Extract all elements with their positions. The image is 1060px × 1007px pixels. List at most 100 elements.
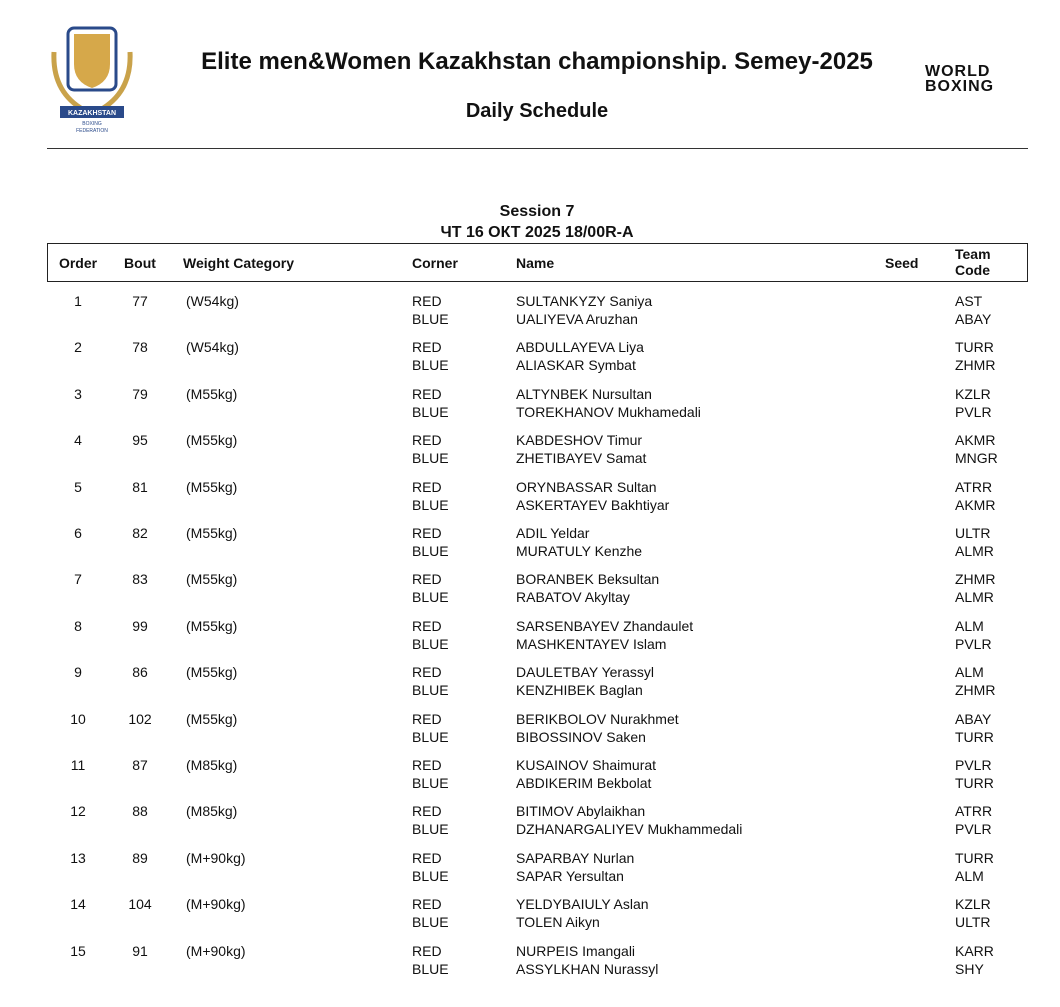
weight-category: (M55kg)	[186, 664, 238, 681]
weight-category: (M55kg)	[186, 478, 238, 495]
team-code: ATRR	[955, 478, 993, 495]
boxer-name: BIBOSSINOV Saken	[516, 728, 646, 745]
corner: RED	[412, 478, 442, 495]
corner: BLUE	[412, 914, 449, 931]
bout: 78	[132, 339, 148, 356]
team-code: TURR	[955, 775, 994, 791]
team-code: ATRR	[955, 803, 993, 820]
team-code: ALMR	[955, 543, 994, 559]
boxer-name: SAPARBAY Nurlan	[516, 849, 635, 866]
order: 5	[74, 478, 82, 495]
logo-text: BOXING	[925, 78, 995, 95]
session-date: ЧТ 16 ОКТ 2025 18/00R-A	[440, 224, 634, 241]
corner: BLUE	[412, 311, 449, 327]
column-header: Order	[58, 255, 98, 271]
corner: RED	[412, 664, 442, 681]
bout: 89	[132, 849, 148, 866]
column-header: Corner	[412, 255, 458, 271]
column-header: Team Code	[955, 246, 991, 278]
team-code: AST	[955, 293, 983, 309]
bout: 86	[132, 664, 148, 681]
weight-category: (W54kg)	[186, 293, 239, 309]
logo-text: BOXING	[82, 121, 102, 127]
corner: RED	[412, 803, 442, 820]
weight-category: (M55kg)	[186, 571, 238, 588]
weight-category: (M55kg)	[186, 432, 238, 449]
order: 4	[74, 432, 82, 449]
boxer-name: SAPAR Yersultan	[516, 867, 624, 884]
bout: 77	[132, 293, 148, 309]
boxer-name: MURATULY Kenzhe	[516, 543, 643, 559]
weight-category: (M+90kg)	[186, 896, 246, 913]
boxer-name: KUSAINOV Shaimurat	[516, 757, 657, 773]
boxer-name: YELDYBAIULY Aslan	[516, 896, 649, 913]
team-code: ALM	[955, 617, 984, 634]
boxer-name: SARSENBAYEV Zhandaulet	[516, 617, 694, 634]
bout: 82	[132, 525, 148, 541]
table-header	[47, 243, 1028, 282]
team-code: MNGR	[955, 450, 998, 467]
boxer-name: UALIYEVA Aruzhan	[516, 311, 638, 327]
column-header: Weight Category	[183, 255, 294, 271]
boxer-name: ZHETIBAYEV Samat	[516, 450, 647, 467]
order: 2	[74, 339, 82, 356]
boxer-name: NURPEIS Imangali	[516, 942, 636, 959]
boxer-name: ORYNBASSAR Sultan	[516, 478, 657, 495]
team-code: ULTR	[955, 525, 991, 541]
bout: 81	[132, 478, 148, 495]
team-code: ALM	[955, 664, 984, 681]
team-code: KZLR	[955, 385, 991, 402]
corner: BLUE	[412, 403, 449, 420]
order: 3	[74, 385, 82, 402]
weight-category: (M55kg)	[186, 617, 238, 634]
boxer-name: DAULETBAY Yerassyl	[516, 664, 654, 681]
boxer-name: ALIASKAR Symbat	[516, 357, 636, 374]
corner: RED	[412, 896, 442, 913]
weight-category: (M85kg)	[186, 803, 238, 820]
team-code: TURR	[955, 849, 994, 866]
weight-category: (M85kg)	[186, 757, 238, 773]
corner: BLUE	[412, 450, 449, 467]
boxer-name: ADIL Yeldar	[516, 525, 590, 541]
logo-text: KAZAKHSTAN	[68, 110, 116, 117]
session-title: Session 7	[499, 203, 575, 220]
divider	[47, 148, 1028, 149]
logo-text: WORLD	[925, 63, 991, 80]
order: 13	[70, 849, 86, 866]
team-code: PVLR	[955, 635, 992, 652]
boxer-name: TOREKHANOV Mukhamedali	[516, 403, 701, 420]
corner: RED	[412, 432, 442, 449]
weight-category: (M55kg)	[186, 385, 238, 402]
corner: RED	[412, 617, 442, 634]
boxer-name: RABATOV Akyltay	[516, 589, 630, 606]
boxer-name: BITIMOV Abylaikhan	[516, 803, 646, 820]
subtitle: Daily Schedule	[465, 100, 609, 122]
bout: 99	[132, 617, 148, 634]
bout: 79	[132, 385, 148, 402]
team-code: AKMR	[955, 432, 996, 449]
order: 1	[74, 293, 82, 309]
bout: 104	[128, 896, 152, 913]
corner: BLUE	[412, 960, 449, 977]
bout: 83	[132, 571, 148, 588]
order: 11	[70, 757, 86, 773]
boxer-name: KABDESHOV Timur	[516, 432, 643, 449]
order: 7	[74, 571, 82, 588]
weight-category: (M+90kg)	[186, 849, 246, 866]
bout: 88	[132, 803, 148, 820]
bout: 91	[132, 942, 148, 959]
team-code: TURR	[955, 728, 994, 745]
boxer-name: ABDIKERIM Bekbolat	[516, 775, 652, 791]
corner: BLUE	[412, 728, 449, 745]
corner: BLUE	[412, 867, 449, 884]
column-header: Seed	[885, 255, 919, 271]
corner: BLUE	[412, 635, 449, 652]
boxer-name: BORANBEK Beksultan	[516, 571, 660, 588]
team-code: PVLR	[955, 403, 992, 420]
corner: BLUE	[412, 775, 449, 791]
order: 9	[74, 664, 82, 681]
boxer-name: ASSYLKHAN Nurassyl	[516, 960, 659, 977]
corner: BLUE	[412, 821, 449, 838]
corner: RED	[412, 293, 442, 309]
corner: RED	[412, 757, 442, 773]
